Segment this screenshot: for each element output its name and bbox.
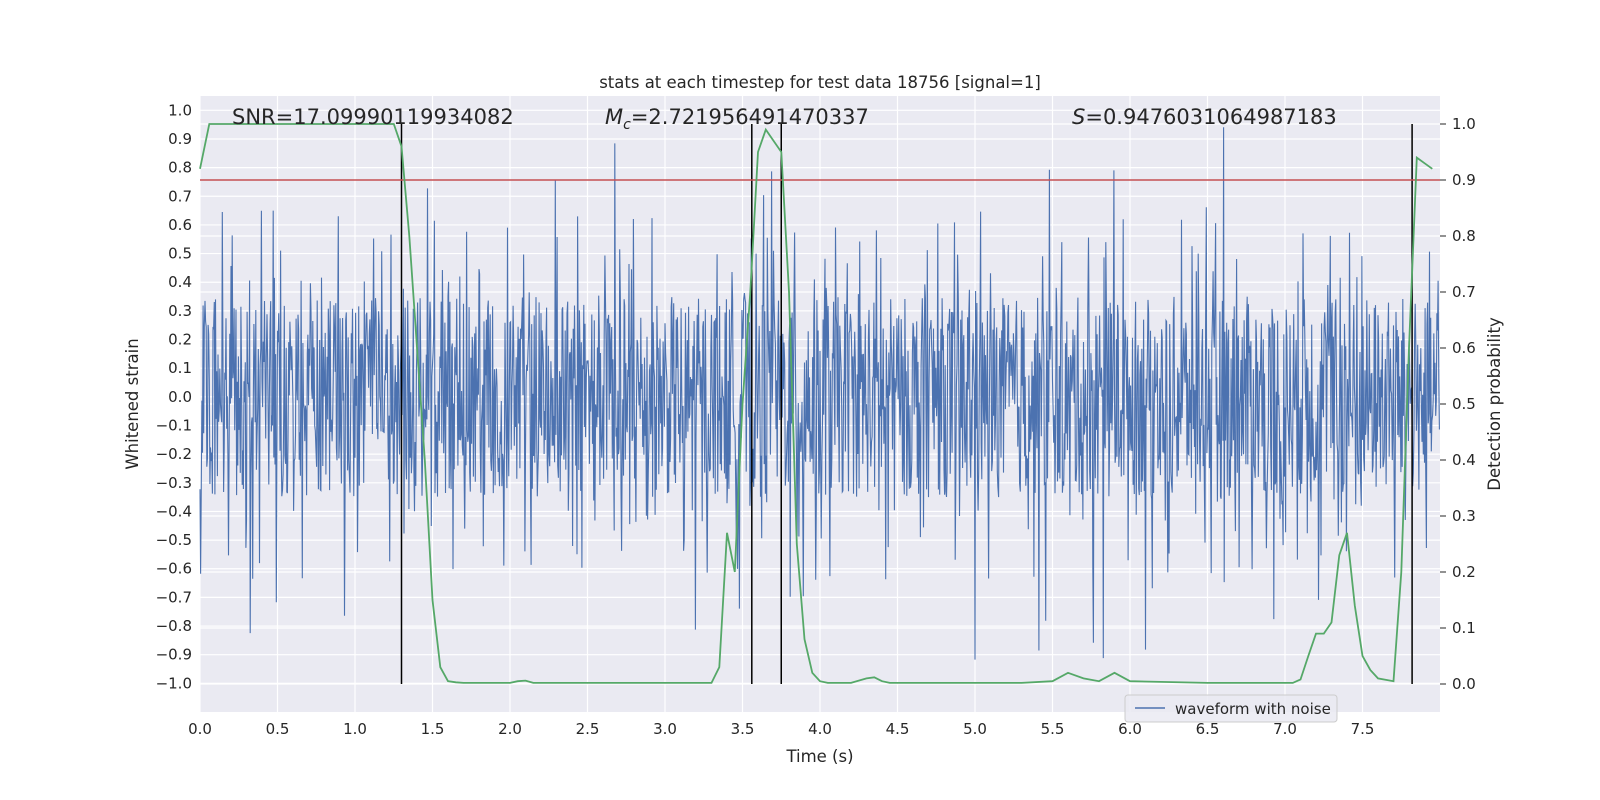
y-left-tick-label: −0.7: [156, 588, 192, 606]
y-right-tick-label: 0.2: [1452, 563, 1476, 581]
x-tick-label: 5.5: [1041, 720, 1065, 738]
y-axis-right-label: Detection probability: [1485, 317, 1504, 491]
y-left-tick-label: −0.6: [156, 560, 192, 578]
x-tick-label: 3.5: [731, 720, 755, 738]
y-left-tick-label: −0.2: [156, 445, 192, 463]
x-tick-label: 6.0: [1118, 720, 1142, 738]
y-left-tick-label: 0.3: [168, 302, 192, 320]
y-left-tick-label: −0.9: [156, 646, 192, 664]
y-right-tick-label: 0.5: [1452, 395, 1476, 413]
y-axis-left-label: Whitened strain: [123, 338, 142, 469]
y-right-tick-label: 0.4: [1452, 451, 1476, 469]
y-left-tick-label: 0.4: [168, 273, 192, 291]
y-right-tick-label: 0.8: [1452, 227, 1476, 245]
y-right-tick-label: 0.7: [1452, 283, 1476, 301]
x-tick-label: 2.0: [498, 720, 522, 738]
x-tick-label: 5.0: [963, 720, 987, 738]
x-axis-label: Time (s): [785, 747, 853, 766]
y-right-tick-label: 0.1: [1452, 619, 1476, 637]
y-left-tick-label: 0.7: [168, 187, 192, 205]
x-tick-label: 7.0: [1273, 720, 1297, 738]
x-tick-label: 7.5: [1351, 720, 1375, 738]
x-tick-label: 2.5: [576, 720, 600, 738]
chart-title: stats at each timestep for test data 187…: [599, 73, 1041, 92]
y-right-tick-label: 0.9: [1452, 171, 1476, 189]
y-left-tick-label: 1.0: [168, 101, 192, 119]
x-tick-label: 0.5: [266, 720, 290, 738]
y-left-tick-label: 0.0: [168, 388, 192, 406]
score-annotation: S=0.9476031064987183: [1072, 105, 1337, 129]
x-tick-label: 1.0: [343, 720, 367, 738]
legend-label-waveform: waveform with noise: [1175, 700, 1331, 718]
y-right-tick-label: 1.0: [1452, 115, 1476, 133]
strain-line: [199, 127, 1440, 660]
y-left-tick-label: −0.4: [156, 502, 192, 520]
x-tick-label: 1.5: [421, 720, 445, 738]
snr-annotation: SNR=17.09990119934082: [232, 105, 514, 129]
legend-box: [1124, 694, 1338, 723]
y-left-tick-label: −1.0: [156, 674, 192, 692]
y-left-tick-label: 0.5: [168, 245, 192, 263]
y-left-tick-label: 0.2: [168, 331, 192, 349]
x-tick-label: 6.5: [1196, 720, 1220, 738]
y-left-tick-label: −0.3: [156, 474, 192, 492]
x-tick-label: 4.0: [808, 720, 832, 738]
y-left-tick-label: 0.6: [168, 216, 192, 234]
x-tick-label: 3.0: [653, 720, 677, 738]
y-left-tick-label: 0.9: [168, 130, 192, 148]
y-right-tick-label: 0.6: [1452, 339, 1476, 357]
y-left-tick-label: −0.5: [156, 531, 192, 549]
y-left-tick-label: −0.8: [156, 617, 192, 635]
legend: waveform with noise: [1124, 694, 1338, 723]
detection-probability-line: [199, 123, 1433, 684]
x-tick-label: 4.5: [886, 720, 910, 738]
y-left-tick-label: 0.8: [168, 159, 192, 177]
y-left-tick-label: 0.1: [168, 359, 192, 377]
chirp-mass-annotation: Mc=2.721956491470337: [605, 105, 869, 133]
y-left-tick-label: −0.1: [156, 416, 192, 434]
y-right-tick-label: 0.0: [1452, 675, 1476, 693]
x-tick-label: 0.0: [188, 720, 212, 738]
y-right-tick-label: 0.3: [1452, 507, 1476, 525]
